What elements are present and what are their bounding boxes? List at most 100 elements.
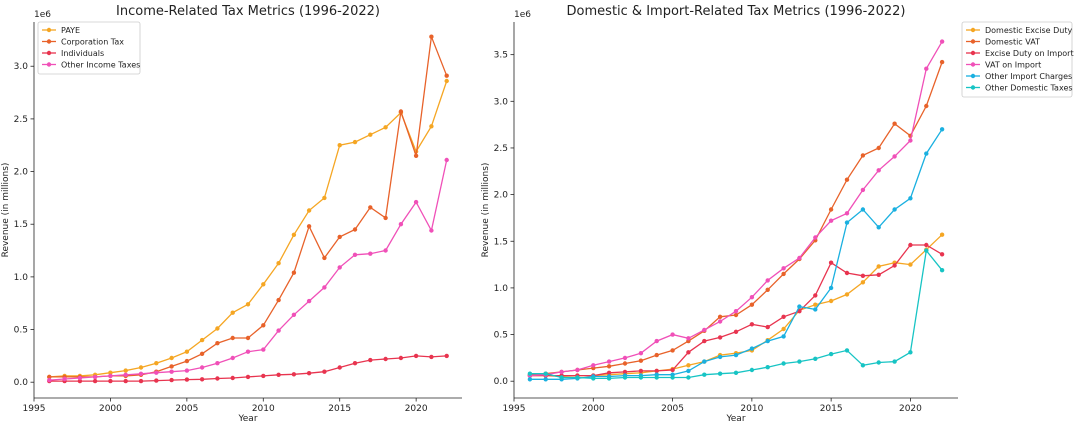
data-point [559,369,564,375]
data-point [169,364,174,369]
data-point [138,378,144,384]
series-line-paye [49,80,448,378]
data-point [230,355,235,361]
data-point [702,359,707,364]
legend-label: Individuals [61,49,104,58]
data-point [702,372,707,377]
data-point [429,124,434,129]
data-point [215,361,220,366]
data-point [749,295,755,300]
data-point [781,361,786,366]
data-point [654,375,659,380]
data-point [337,234,342,240]
data-point [828,207,834,212]
data-point [860,153,866,158]
data-point [429,354,434,360]
data-point [654,368,659,374]
data-point [844,177,850,182]
data-point [765,365,770,370]
data-point [860,363,866,368]
x-tick-label: 2015 [328,404,351,414]
data-point [575,375,580,380]
data-point [352,361,358,366]
data-point [749,367,755,373]
legend-box [37,21,141,75]
series-line-domestic-vat [529,61,943,376]
series-line-corporation-tax [49,36,448,378]
data-point [398,222,404,227]
data-point [844,292,850,297]
x-tick-label: 2015 [820,404,843,414]
legend-label: Corporation Tax [61,38,124,47]
series-other-domestic-taxes [527,248,945,381]
data-point [733,309,739,314]
data-point [199,351,205,356]
data-point [368,132,373,137]
y-axis-label: Revenue (in millions) [1,163,11,258]
data-point [276,328,281,333]
data-point [939,39,945,44]
y-tick-label: 1.0 [14,273,29,283]
data-point [230,310,235,315]
data-point [291,372,297,377]
data-point [908,196,913,201]
data-point [702,327,707,333]
data-point [413,153,419,158]
income-tax-panel: Income-Related Tax Metrics (1996-2022) 1e… [1,4,462,424]
data-point [797,359,802,364]
data-point [291,270,297,275]
legend-entry: Other Income Taxes [42,61,140,70]
legend-swatch-marker [970,50,976,56]
data-point [924,66,929,71]
data-point [860,187,866,193]
series-line-other-income-taxes [49,159,448,381]
legend-entry: Individuals [42,49,104,58]
data-point [245,335,251,341]
data-point [765,278,770,283]
data-point [199,377,205,382]
data-point [908,350,913,355]
data-point [622,375,628,380]
data-point [781,326,786,332]
data-point [781,266,786,271]
y-offset-label: 1e6 [514,10,531,20]
data-point [444,353,449,359]
data-point [413,199,419,205]
data-point [169,369,174,374]
data-point [543,371,548,376]
data-point [717,335,723,340]
data-point [686,336,691,341]
data-point [876,168,881,173]
data-point [717,354,723,360]
series-line-other-import-charges [529,128,943,380]
data-point [876,225,881,230]
data-point [527,377,533,382]
data-point [322,369,327,374]
legend-swatch-marker [970,62,976,67]
legend-swatch-marker [970,39,976,44]
data-point [306,224,312,229]
data-point [184,368,190,373]
legend-entry: Domestic VAT [966,38,1040,47]
data-point [844,270,850,276]
series-corporation-tax [47,34,449,380]
data-point [765,287,770,292]
data-point [876,145,881,151]
data-point [765,338,770,344]
data-point [670,332,675,337]
data-point [138,365,144,370]
data-point [154,378,159,383]
data-point [276,297,281,303]
y-axis-label: Revenue (in millions) [481,163,491,258]
data-point [352,139,358,145]
data-point [413,353,419,359]
data-point [908,242,913,248]
data-point [860,280,866,285]
x-tick-label: 2020 [899,404,922,414]
data-point [383,215,388,221]
legend-label: VAT on Import [985,61,1041,70]
data-point [813,356,818,361]
data-point [383,248,388,253]
data-point [622,361,628,366]
data-point [352,252,358,257]
